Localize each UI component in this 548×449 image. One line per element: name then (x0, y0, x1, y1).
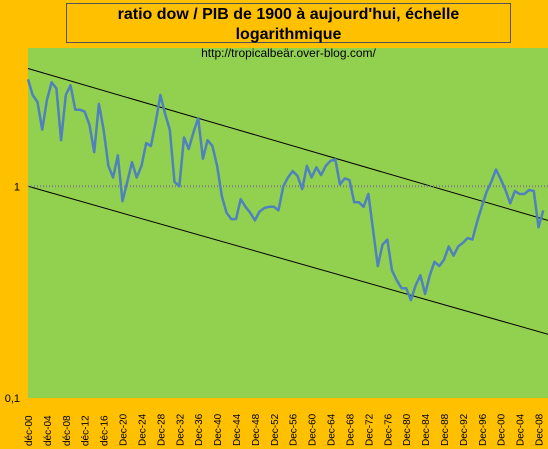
x-tick-label: Dec-04 (516, 413, 527, 446)
x-axis-ticks: déc-00 déc-04 déc-08 déc-12 déc-16 Dec-20 Dec-… (24, 413, 546, 446)
x-tick-label: Dec-64 (327, 413, 338, 446)
trend-line-2 (27, 185, 548, 335)
x-tick-label: déc-04 (43, 415, 54, 446)
x-tick-label: déc-08 (62, 415, 73, 446)
x-tick-label: déc-00 (24, 415, 35, 446)
x-tick-label: Dec-76 (383, 413, 394, 446)
x-tick-label: Dec-48 (251, 413, 262, 446)
x-tick-label: Dec-24 (137, 413, 148, 446)
x-tick-label: Dec-72 (364, 413, 375, 446)
y-axis-ticks: 10,1 (5, 181, 20, 405)
x-tick-label: Dec-68 (345, 413, 356, 446)
x-tick-label: Dec-88 (440, 413, 451, 446)
chart-subtitle-url: http://tropicalbeär.over-blog.com/ (201, 46, 376, 60)
x-tick-label: Dec-56 (289, 413, 300, 446)
x-tick-label: Dec-36 (194, 413, 205, 446)
x-tick-label: Dec-32 (175, 413, 186, 446)
x-tick-label: Dec-40 (213, 413, 224, 446)
chart-title: ratio dow / PIB de 1900 à aujourd'hui, é… (117, 6, 460, 43)
chart-title-box: ratio dow / PIB de 1900 à aujourd'hui, é… (66, 3, 511, 60)
x-tick-label: Dec-96 (478, 413, 489, 446)
y-tick-label: 0,1 (5, 393, 20, 405)
trend-lines (27, 68, 548, 335)
plot-area (28, 48, 548, 398)
x-tick-label: Dec-44 (232, 413, 243, 446)
x-tick-label: Dec-08 (535, 413, 546, 446)
x-tick-label: Dec-92 (459, 413, 470, 446)
x-tick-label: Dec-52 (270, 413, 281, 446)
x-tick-label: Dec-20 (119, 413, 130, 446)
x-tick-label: Dec-28 (156, 413, 167, 446)
x-tick-label: Dec-80 (402, 413, 413, 446)
series-line (26, 78, 545, 302)
x-tick-label: Dec-60 (308, 413, 319, 446)
x-tick-label: déc-16 (100, 415, 111, 446)
x-tick-label: déc-12 (81, 415, 92, 446)
y-tick-label: 1 (14, 181, 20, 193)
x-tick-label: Dec-00 (497, 413, 508, 446)
trend-line-1 (27, 68, 548, 221)
x-tick-label: Dec-84 (421, 413, 432, 446)
